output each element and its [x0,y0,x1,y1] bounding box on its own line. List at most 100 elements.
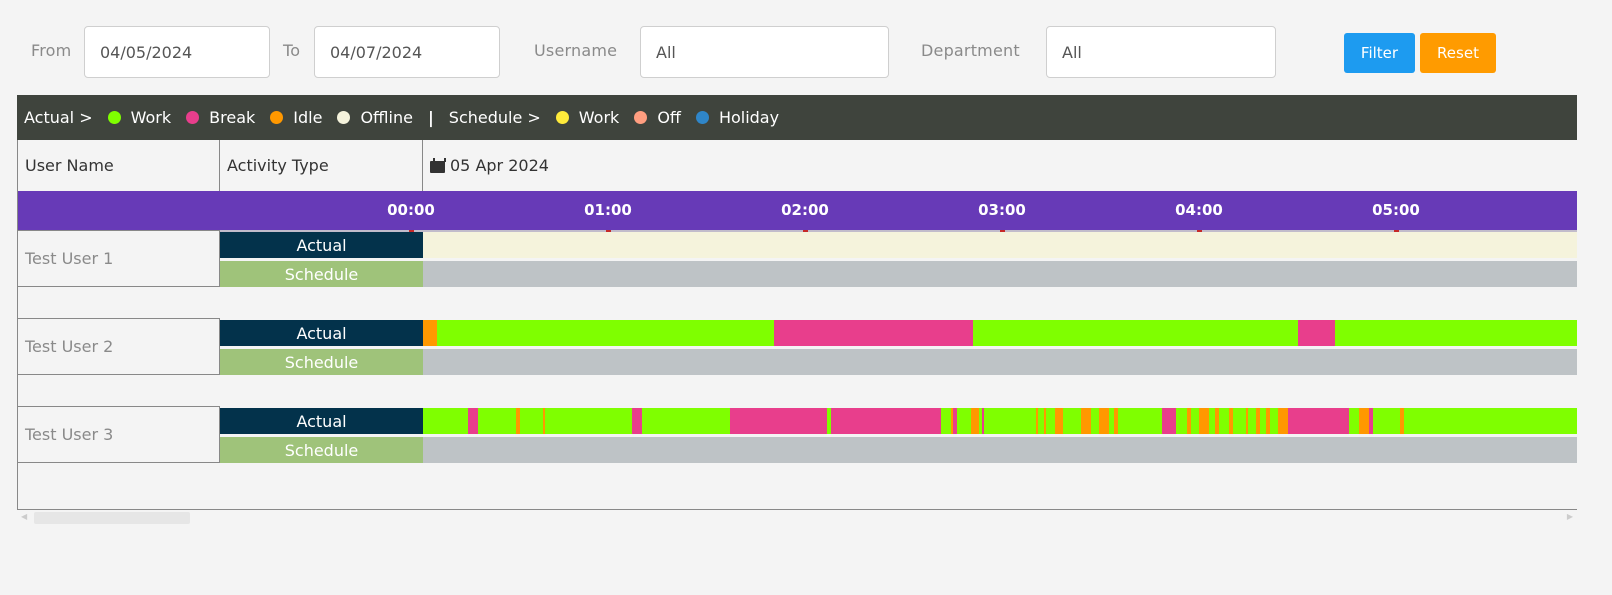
actual-break-segment[interactable] [631,408,642,434]
schedule-timeline-track[interactable] [423,349,1577,375]
department-label: Department [921,41,1020,60]
scroll-left-icon[interactable]: ◀ [21,512,28,521]
actual-work-segment[interactable] [1209,408,1215,434]
actual-row-label: Actual [220,320,423,346]
schedule-none-segment[interactable] [423,437,1577,463]
actual-break-segment[interactable] [952,408,957,434]
activity-type-header: Activity Type [220,140,423,191]
actual-idle-segment[interactable] [1266,408,1271,434]
horizontal-scrollbar[interactable]: ◀ ▶ [17,512,1577,524]
actual-timeline-track[interactable] [423,232,1577,258]
reset-button[interactable]: Reset [1420,33,1496,73]
actual-work-segment[interactable] [1118,408,1162,434]
actual-work-segment[interactable] [1404,408,1577,434]
schedule-row-label: Schedule [220,437,423,463]
calendar-icon [430,158,446,173]
time-axis: 00:00 01:00 02:00 03:00 04:00 05:00 [18,191,1577,230]
actual-break-segment[interactable] [1297,320,1336,346]
actual-break-segment[interactable] [1161,408,1176,434]
actual-work-segment[interactable] [1248,408,1257,434]
actual-work-segment[interactable] [436,320,774,346]
legend-separator: | [427,108,434,127]
actual-work-segment[interactable] [1270,408,1278,434]
actual-idle-segment[interactable] [1043,408,1046,434]
actual-idle-segment[interactable] [1114,408,1119,434]
actual-work-segment[interactable] [956,408,971,434]
actual-idle-segment[interactable] [970,408,979,434]
filter-button[interactable]: Filter [1344,33,1415,73]
date-header: 05 Apr 2024 [423,140,1577,191]
actual-work-segment[interactable] [978,408,983,434]
actual-idle-segment[interactable] [1035,408,1038,434]
to-date-input[interactable] [314,26,500,78]
activity-type-header-label: Activity Type [227,156,329,175]
username-input[interactable] [640,26,889,78]
scrollbar-thumb[interactable] [34,512,190,524]
actual-timeline-track[interactable] [423,320,1577,346]
actual-idle-segment[interactable] [1400,408,1405,434]
actual-idle-segment[interactable] [1080,408,1091,434]
actual-idle-segment[interactable] [950,408,953,434]
actual-work-segment[interactable] [1175,408,1188,434]
actual-work-segment[interactable] [826,408,831,434]
actual-break-segment[interactable] [773,320,973,346]
actual-work-segment[interactable] [1348,408,1359,434]
actual-break-segment[interactable] [830,408,942,434]
actual-idle-segment[interactable] [423,320,437,346]
time-label: 02:00 [781,201,829,219]
actual-idle-segment[interactable] [1098,408,1109,434]
actual-idle-segment[interactable] [1055,408,1064,434]
actual-break-segment[interactable] [1368,408,1373,434]
actual-work-segment[interactable] [519,408,544,434]
actual-work-segment[interactable] [1108,408,1115,434]
legend-actual-break-label: Break [209,108,256,127]
actual-work-segment[interactable] [545,408,632,434]
actual-idle-segment[interactable] [1228,408,1233,434]
actual-work-segment[interactable] [1037,408,1044,434]
actual-timeline-track[interactable] [423,408,1577,434]
actual-idle-segment[interactable] [1246,408,1249,434]
username-label: Username [534,41,618,60]
legend-actual-break-dot-icon [186,111,200,124]
actual-idle-segment[interactable] [515,408,520,434]
actual-work-segment[interactable] [1372,408,1401,434]
user-name-cell: Test User 2 [18,318,220,375]
actual-work-segment[interactable] [1045,408,1056,434]
actual-work-segment[interactable] [1191,408,1200,434]
actual-break-segment[interactable] [982,408,985,434]
actual-work-segment[interactable] [641,408,731,434]
actual-idle-segment[interactable] [1256,408,1261,434]
schedule-none-segment[interactable] [423,261,1577,287]
actual-row-label: Actual [220,408,423,434]
actual-idle-segment[interactable] [1199,408,1210,434]
actual-work-segment[interactable] [1090,408,1099,434]
actual-idle-segment[interactable] [1358,408,1369,434]
from-date-input[interactable] [84,26,270,78]
actual-offline-segment[interactable] [423,232,1577,258]
actual-work-segment[interactable] [423,408,469,434]
actual-idle-segment[interactable] [1187,408,1192,434]
actual-work-segment[interactable] [1260,408,1267,434]
actual-idle-segment[interactable] [1214,408,1219,434]
schedule-none-segment[interactable] [423,349,1577,375]
schedule-row-label: Schedule [220,261,423,287]
actual-break-segment[interactable] [730,408,827,434]
department-input[interactable] [1046,26,1276,78]
actual-work-segment[interactable] [1063,408,1081,434]
schedule-timeline-track[interactable] [423,437,1577,463]
actual-break-segment[interactable] [468,408,479,434]
actual-work-segment[interactable] [1335,320,1577,346]
actual-work-segment[interactable] [1232,408,1247,434]
schedule-timeline-track[interactable] [423,261,1577,287]
actual-idle-segment[interactable] [543,408,546,434]
actual-break-segment[interactable] [1287,408,1349,434]
actual-idle-segment[interactable] [1277,408,1288,434]
actual-work-segment[interactable] [478,408,516,434]
user-name-header-label: User Name [25,156,114,175]
legend-schedule-work-dot-icon [555,111,569,124]
actual-work-segment[interactable] [1218,408,1229,434]
actual-work-segment[interactable] [972,320,1298,346]
actual-work-segment[interactable] [941,408,951,434]
actual-work-segment[interactable] [984,408,1036,434]
scroll-right-icon[interactable]: ▶ [1566,512,1573,521]
